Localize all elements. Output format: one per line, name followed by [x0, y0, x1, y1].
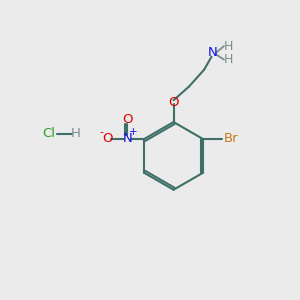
- Text: Cl: Cl: [42, 127, 55, 140]
- Text: O: O: [168, 96, 179, 109]
- Text: N: N: [208, 46, 218, 59]
- Text: N: N: [122, 133, 132, 146]
- Text: O: O: [122, 113, 132, 126]
- Text: +: +: [129, 128, 137, 137]
- Text: O: O: [102, 133, 112, 146]
- Text: H: H: [70, 127, 80, 140]
- Text: H: H: [224, 53, 234, 66]
- Text: Br: Br: [224, 133, 239, 146]
- Text: -: -: [99, 128, 103, 137]
- Text: H: H: [224, 40, 234, 52]
